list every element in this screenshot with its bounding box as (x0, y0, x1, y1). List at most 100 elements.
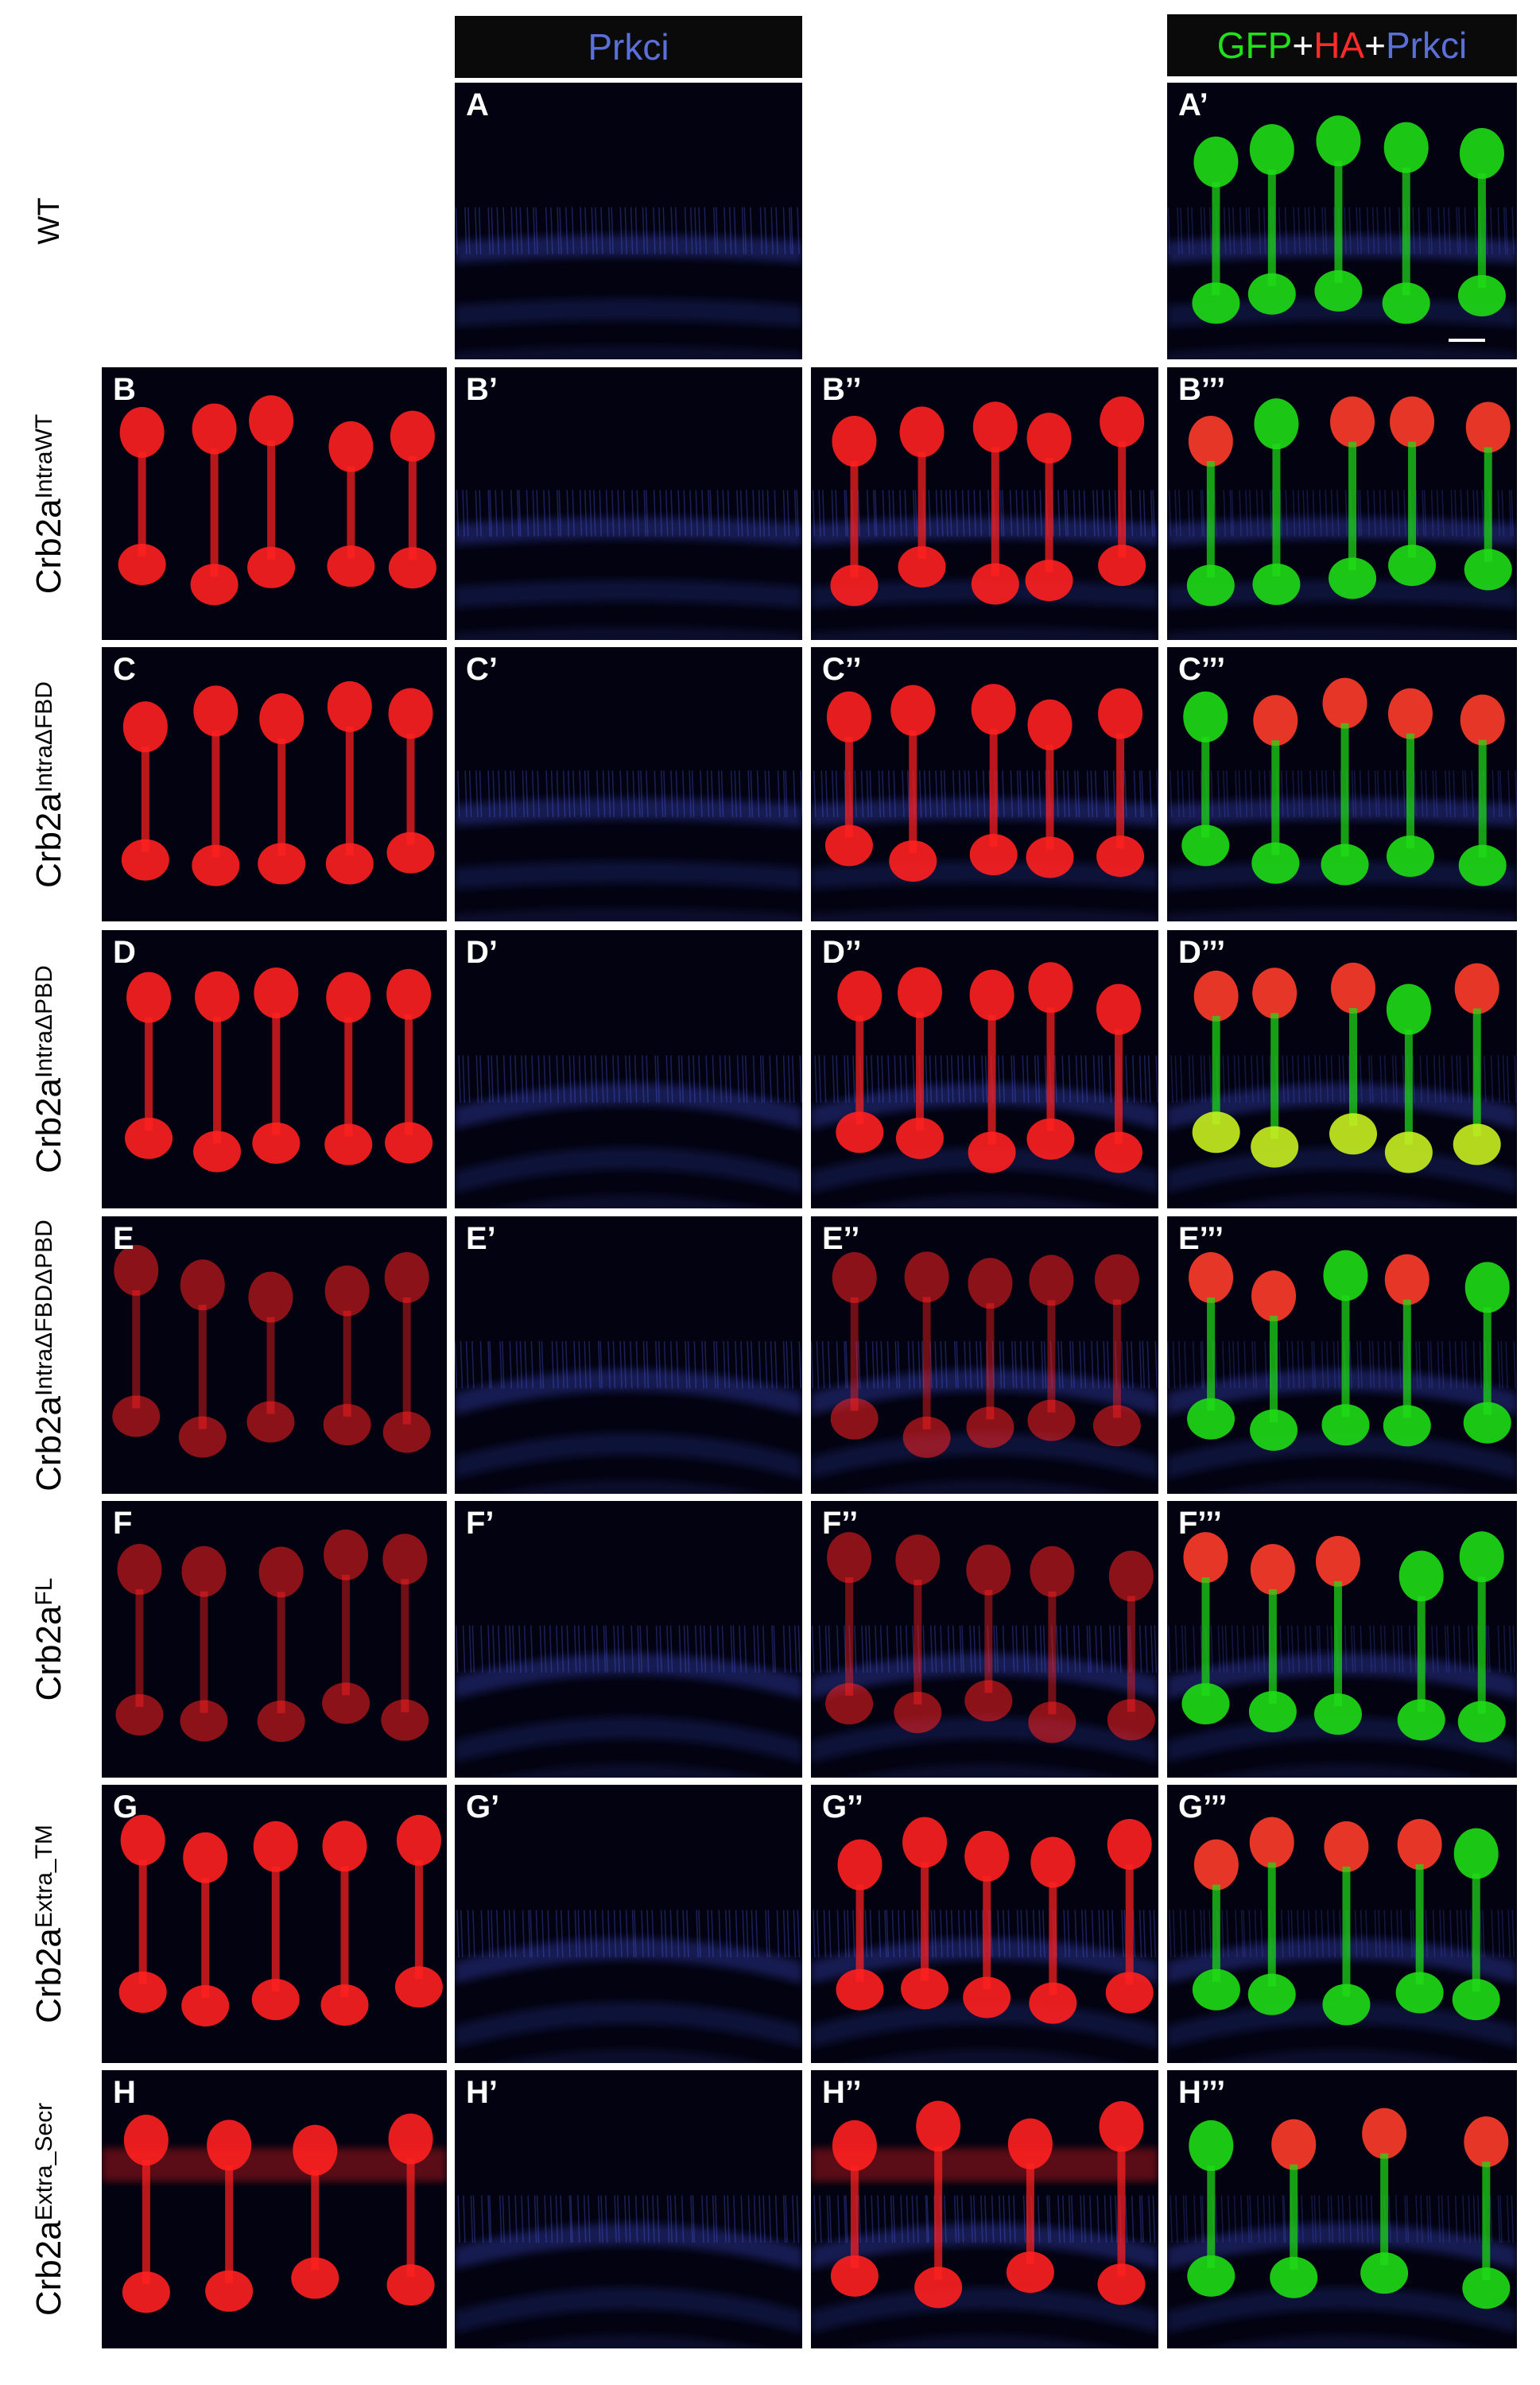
micrograph-image (811, 1216, 1158, 1494)
row-label: Crb2a FL (25, 1512, 73, 1766)
micrograph-panel: C’’ (811, 647, 1158, 921)
panel-label: E’’’ (1178, 1221, 1224, 1256)
micrograph-image (455, 930, 802, 1208)
micrograph-image (1167, 930, 1517, 1208)
micrograph-image (811, 1785, 1158, 2063)
micrograph-image (102, 367, 447, 640)
panel-label: B’ (466, 372, 498, 407)
panel-label: C’’ (822, 652, 862, 687)
panel-label: F’ (466, 1506, 495, 1541)
micrograph-image (455, 367, 802, 640)
panel-label: B (113, 372, 136, 407)
micrograph-panel: E’ (455, 1216, 802, 1494)
micrograph-panel: A (455, 83, 802, 359)
micrograph-image (1167, 1216, 1517, 1494)
genotype-text: Crb2a (29, 1928, 68, 2023)
micrograph-panel: G (102, 1785, 447, 2063)
panel-label: G’ (466, 1790, 500, 1825)
panel-label: A (466, 87, 489, 122)
panel-label: D’’ (822, 935, 862, 970)
panel-label: H’’’ (1178, 2075, 1226, 2110)
header-ha-text: HA (1313, 25, 1365, 66)
micrograph-panel: C’ (455, 647, 802, 921)
row-label: WT (25, 94, 73, 348)
column-header-merge: GFP + HA + Prkci (1167, 14, 1517, 76)
micrograph-panel: F’’ (811, 1501, 1158, 1778)
micrograph-image (102, 1501, 447, 1778)
genotype-superscript: IntraΔFBD (31, 681, 57, 793)
panel-label: D’’’ (1178, 935, 1226, 970)
micrograph-image (1167, 83, 1517, 359)
micrograph-image (1167, 1501, 1517, 1778)
micrograph-image (455, 1501, 802, 1778)
micrograph-panel: D’ (455, 930, 802, 1208)
row-label: Crb2a IntraΔPBD (25, 942, 73, 1196)
panel-label: F’’ (822, 1506, 859, 1541)
micrograph-panel: F’’’ (1167, 1501, 1517, 1778)
genotype-superscript: FL (31, 1577, 57, 1606)
row-label: Crb2a Extra_TM (25, 1797, 73, 2051)
micrograph-image (102, 1785, 447, 2063)
micrograph-image (1167, 367, 1517, 640)
panel-label: C’ (466, 652, 498, 687)
micrograph-panel: B’’ (811, 367, 1158, 640)
row-label-text: WT (32, 197, 66, 245)
micrograph-image (102, 2070, 447, 2348)
panel-label: D’ (466, 935, 498, 970)
genotype-superscript: Extra_TM (31, 1825, 57, 1929)
panel-label: C (113, 652, 136, 687)
genotype-superscript: IntraWT (31, 413, 57, 498)
genotype-superscript: IntraΔPBD (31, 965, 57, 1078)
micrograph-panel: D’’’ (1167, 930, 1517, 1208)
panel-label: E’ (466, 1221, 496, 1256)
header-plus-2: + (1364, 25, 1386, 66)
micrograph-panel: D’’ (811, 930, 1158, 1208)
row-label: Crb2a Extra_Secr (25, 2082, 73, 2337)
micrograph-panel: F (102, 1501, 447, 1778)
genotype-text: Crb2a (29, 792, 68, 888)
panel-label: D (113, 935, 136, 970)
row-label: Crb2a IntraWT (25, 377, 73, 631)
micrograph-image (455, 647, 802, 921)
panel-label: H’ (466, 2075, 498, 2110)
micrograph-image (102, 647, 447, 921)
micrograph-image (455, 1216, 802, 1494)
micrograph-image (455, 1785, 802, 2063)
micrograph-image (811, 1501, 1158, 1778)
micrograph-panel: G’’ (811, 1785, 1158, 2063)
micrograph-image (1167, 647, 1517, 921)
panel-label: B’’ (822, 372, 862, 407)
header-plus-1: + (1292, 25, 1314, 66)
micrograph-image (811, 930, 1158, 1208)
row-label: Crb2a IntraΔFBD (25, 657, 73, 912)
micrograph-panel: E (102, 1216, 447, 1494)
micrograph-panel: A’ (1167, 83, 1517, 359)
header-gfp-text: GFP (1216, 25, 1293, 66)
micrograph-image (1167, 2070, 1517, 2348)
panel-label: H’’ (822, 2075, 862, 2110)
micrograph-image (455, 2070, 802, 2348)
micrograph-image (811, 2070, 1158, 2348)
genotype-text: Crb2a (29, 498, 68, 594)
micrograph-panel: B (102, 367, 447, 640)
column-header-prkci: Prkci (455, 16, 802, 78)
micrograph-panel: D (102, 930, 447, 1208)
micrograph-panel: E’’ (811, 1216, 1158, 1494)
micrograph-panel: B’ (455, 367, 802, 640)
micrograph-image (455, 83, 802, 359)
header-prkci-text: Prkci (588, 26, 669, 68)
micrograph-panel: G’ (455, 1785, 802, 2063)
micrograph-panel: H (102, 2070, 447, 2348)
panel-label: G (113, 1790, 138, 1825)
panel-label: C’’’ (1178, 652, 1226, 687)
micrograph-panel: E’’’ (1167, 1216, 1517, 1494)
micrograph-image (811, 647, 1158, 921)
panel-label: G’’’ (1178, 1790, 1228, 1825)
panel-label: E’’ (822, 1221, 860, 1256)
micrograph-panel: H’ (455, 2070, 802, 2348)
micrograph-panel: B’’’ (1167, 367, 1517, 640)
micrograph-image (102, 1216, 447, 1494)
micrograph-image (1167, 1785, 1517, 2063)
micrograph-panel: F’ (455, 1501, 802, 1778)
panel-label: B’’’ (1178, 372, 1226, 407)
